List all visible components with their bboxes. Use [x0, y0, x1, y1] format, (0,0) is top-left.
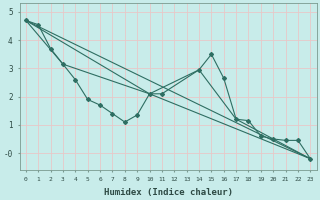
X-axis label: Humidex (Indice chaleur): Humidex (Indice chaleur) [104, 188, 233, 197]
